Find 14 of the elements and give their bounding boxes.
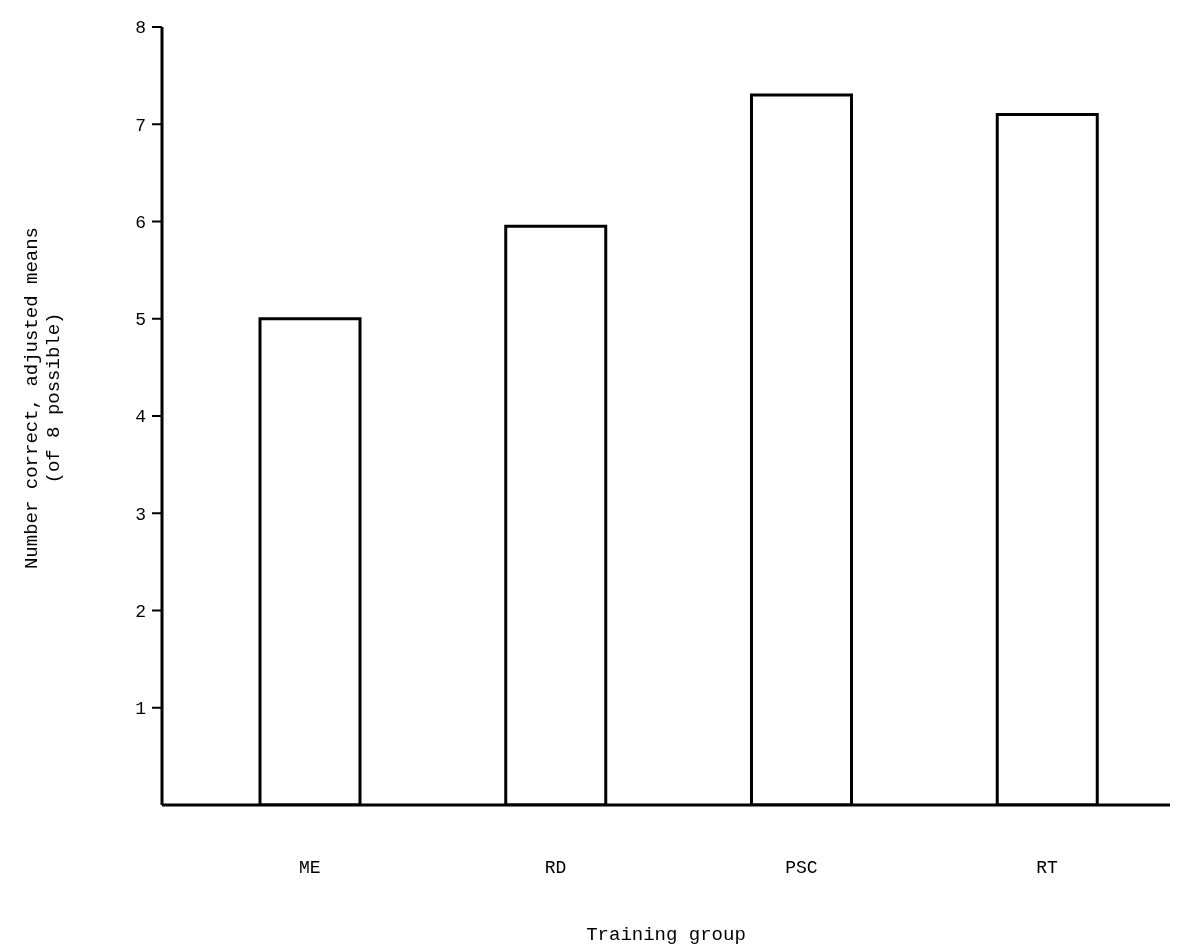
x-tick-label: PSC	[785, 858, 818, 878]
y-axis-title: Number correct, adjusted means (of 8 possible)	[21, 226, 65, 570]
y-tick-label: 5	[135, 310, 146, 331]
x-tick-label: ME	[299, 858, 321, 878]
y-tick-label: 3	[135, 504, 146, 525]
y-tick-label: 8	[135, 18, 146, 39]
y-tick-label: 2	[135, 601, 146, 622]
y-tick-label: 7	[135, 115, 146, 136]
y-tick-label: 4	[135, 407, 146, 428]
y-tick-label: 6	[135, 212, 146, 233]
y-tick-label: 1	[135, 699, 146, 720]
x-tick-label: RD	[544, 858, 567, 878]
x-tick-label: RT	[1036, 858, 1059, 878]
x-axis-title: Training group	[586, 924, 746, 946]
